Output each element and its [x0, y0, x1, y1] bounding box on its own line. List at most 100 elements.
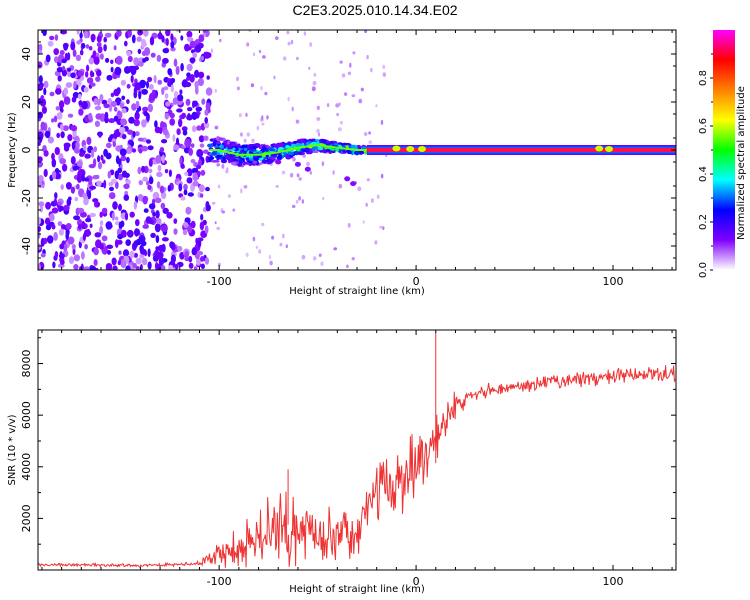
noise-cell: [189, 74, 195, 83]
noise-cell: [196, 251, 204, 256]
noise-cell: [283, 56, 287, 61]
noise-cell: [141, 119, 147, 128]
noise-cell: [51, 224, 56, 230]
onset-cell: [260, 148, 266, 152]
noise-cell: [76, 30, 80, 35]
noise-cell: [316, 117, 321, 121]
noise-cell: [258, 49, 262, 54]
noise-cell: [38, 226, 41, 232]
noise-cell: [82, 233, 86, 241]
noise-cell: [252, 52, 256, 57]
noise-cell: [81, 251, 85, 260]
noise-cell: [117, 110, 121, 116]
noise-cell: [180, 196, 186, 201]
noise-cell: [86, 136, 92, 145]
noise-cell: [53, 115, 58, 123]
noise-cell: [157, 32, 163, 40]
noise-cell: [173, 228, 178, 235]
noise-cell: [186, 76, 192, 81]
noise-cell: [162, 207, 169, 214]
noise-cell: [160, 224, 168, 233]
noise-cell: [38, 156, 43, 163]
noise-cell: [121, 133, 127, 140]
noise-cell: [316, 105, 320, 111]
noise-cell: [165, 38, 169, 46]
noise-cell: [191, 247, 197, 256]
noise-cell: [134, 131, 140, 137]
noise-cell: [72, 247, 76, 256]
noise-cell: [370, 67, 373, 73]
noise-cell: [61, 69, 67, 77]
noise-cell: [155, 235, 160, 243]
noise-cell: [40, 98, 47, 107]
noise-cell: [143, 110, 148, 117]
noise-cell: [89, 265, 96, 270]
noise-cell: [349, 62, 352, 68]
noise-cell: [245, 112, 248, 117]
noise-cell: [92, 50, 97, 58]
onset-cell: [278, 154, 283, 158]
noise-cell: [338, 183, 342, 189]
noise-cell: [339, 60, 343, 64]
noise-cell: [54, 147, 60, 155]
noise-cell: [57, 221, 63, 227]
noise-cell: [54, 251, 59, 258]
noise-cell: [268, 254, 271, 260]
noise-cell: [101, 99, 108, 105]
noise-cell: [196, 164, 202, 169]
noise-cell: [138, 148, 143, 154]
noise-cell: [159, 147, 165, 153]
noise-cell: [298, 177, 302, 181]
noise-cell: [51, 118, 55, 123]
noise-cell: [190, 143, 195, 149]
noise-cell: [92, 198, 99, 203]
noise-cell: [198, 135, 205, 143]
colorbar-tick-label: 0.6: [698, 118, 709, 134]
noise-cell: [382, 72, 386, 77]
noise-cell: [51, 170, 57, 180]
noise-cell: [99, 220, 104, 226]
noise-cell: [38, 75, 43, 84]
noise-cell: [85, 44, 90, 49]
noise-cell: [128, 116, 135, 124]
noise-cell: [332, 170, 335, 175]
noise-cell: [99, 225, 104, 235]
noise-cell: [181, 112, 187, 119]
noise-cell: [60, 123, 64, 131]
onset-cell: [231, 143, 238, 147]
noise-cell: [296, 173, 300, 178]
noise-cell: [194, 44, 202, 53]
noise-cell: [105, 57, 110, 63]
noise-cell: [292, 157, 296, 162]
noise-cell: [121, 95, 126, 101]
noise-cell: [320, 261, 324, 267]
noise-cell: [205, 102, 211, 111]
noise-cell: [67, 196, 72, 202]
noise-cell: [124, 40, 128, 47]
noise-cell: [146, 180, 150, 186]
y-tick-label: -40: [20, 237, 33, 255]
onset-cell: [216, 154, 223, 158]
onset-cell: [300, 148, 307, 152]
noise-cell: [269, 260, 273, 266]
noise-cell: [170, 84, 174, 93]
noise-cell: [117, 167, 122, 174]
noise-cell: [122, 249, 130, 257]
noise-cell: [182, 229, 188, 236]
noise-cell: [217, 262, 221, 267]
noise-cell: [192, 180, 199, 187]
noise-cell: [114, 216, 119, 221]
noise-cell: [219, 38, 222, 43]
noise-cell: [62, 42, 69, 49]
noise-cell: [56, 67, 64, 73]
noise-cell: [79, 32, 83, 39]
noise-cell: [200, 256, 205, 262]
noise-cell: [134, 228, 140, 237]
y-tick-label: 8000: [20, 350, 33, 378]
noise-cell: [130, 75, 134, 83]
noise-cell: [67, 134, 73, 142]
noise-cell: [364, 132, 368, 136]
noise-cell: [109, 186, 114, 192]
noise-cell: [379, 225, 383, 229]
noise-cell: [191, 111, 198, 120]
